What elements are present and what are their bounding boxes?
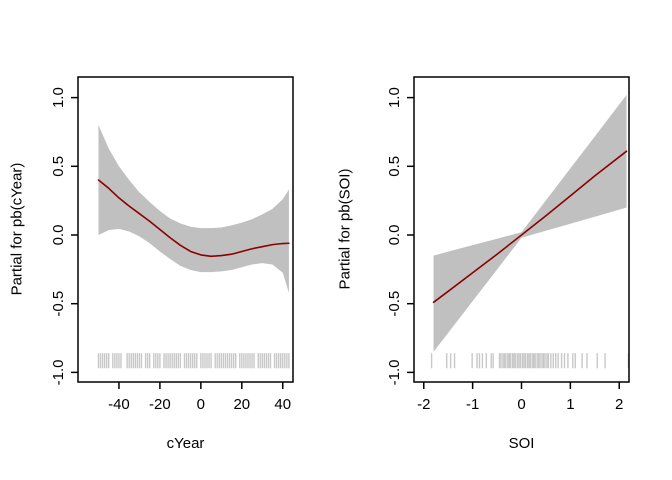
- y-tick-label: -0.5: [50, 291, 67, 317]
- confidence-band: [98, 125, 289, 293]
- fit-line: [432, 150, 628, 304]
- x-tick-label: 2: [615, 396, 623, 413]
- y-axis-label-soi: Partial for pb(SOI): [336, 168, 354, 290]
- plot-box: [413, 76, 630, 383]
- x-tick-label: 40: [274, 396, 291, 413]
- y-axis-label-cyear: Partial for pb(cYear): [8, 162, 26, 296]
- y-tick-label: 0.5: [50, 156, 67, 177]
- x-tick-label: 20: [233, 396, 250, 413]
- x-tick-label: -20: [149, 396, 171, 413]
- x-tick-label: 0: [517, 396, 525, 413]
- x-tick-label: -2: [417, 396, 430, 413]
- y-tick-label: 0.5: [386, 156, 403, 177]
- y-tick-label: 1.0: [50, 87, 67, 108]
- plot-box: [77, 76, 294, 383]
- y-tick-label: -0.5: [386, 291, 403, 317]
- y-tick-label: -1.0: [50, 359, 67, 385]
- fit-line: [97, 179, 290, 258]
- panel-cyear: -40 -20 0 20 40 1.0 0.5 0.0 -0.5 -1.0: [50, 76, 294, 413]
- x-tick-label: 0: [197, 396, 205, 413]
- y-tick-label: 1.0: [386, 87, 403, 108]
- x-tick-label: 1: [566, 396, 574, 413]
- x-tick-label: -40: [108, 396, 130, 413]
- y-tick-label: -1.0: [386, 359, 403, 385]
- x-axis-label-cyear: cYear: [166, 435, 205, 452]
- y-tick-label: 0.0: [50, 225, 67, 246]
- x-axis-label-soi: SOI: [508, 435, 535, 452]
- x-tick-label: -1: [466, 396, 479, 413]
- rug: [97, 353, 290, 369]
- panel-soi: -2 -1 0 1 2 1.0 0.5 0.0 -0.5 -1.0: [386, 76, 630, 413]
- y-tick-label: 0.0: [386, 225, 403, 246]
- confidence-band: [433, 94, 627, 352]
- rug: [430, 353, 630, 369]
